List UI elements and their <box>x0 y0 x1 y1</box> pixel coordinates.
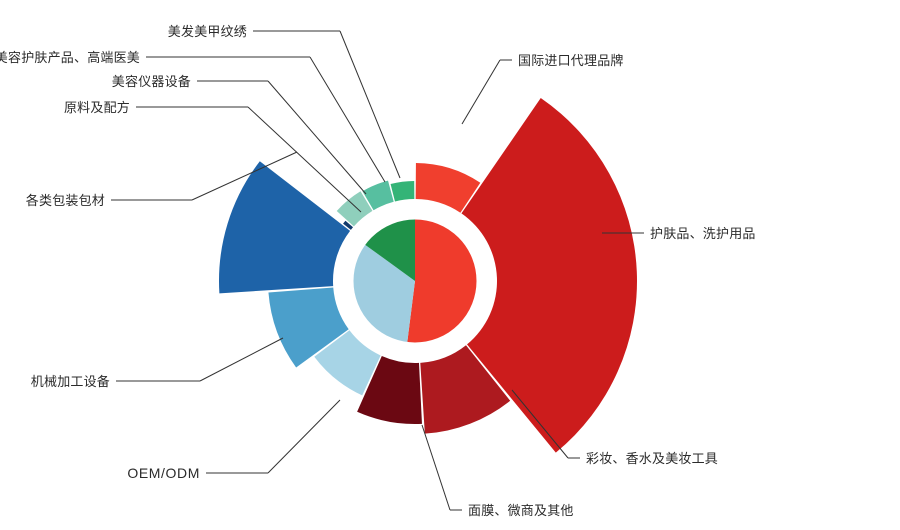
outer-ring-group <box>219 98 637 453</box>
outer-segment-machinery-processing-equipment[interactable] <box>268 287 349 368</box>
leader-line-beauty-instruments-equipment <box>267 80 367 195</box>
inner-ring-group <box>327 193 503 369</box>
label-international-import-agent-brands: 国际进口代理品牌 <box>518 53 624 68</box>
leader-line-packaging-materials <box>191 151 298 201</box>
outer-segment-raw-materials-formula[interactable] <box>343 220 354 230</box>
label-professional-beauty-skincare-high-end-medical: 专业美容护肤产品、高端医美 <box>0 50 140 65</box>
leader-line-professional-beauty-skincare-high-end-medical <box>309 56 386 183</box>
label-oem-odm: OEM/ODM <box>127 465 200 481</box>
leader-line-hair-nail-tattoo-embroidery <box>339 30 401 179</box>
label-skincare-wash-care: 护肤品、洗护用品 <box>650 226 756 241</box>
outer-segment-professional-beauty-skincare-high-end-medical[interactable] <box>362 180 394 211</box>
leader-line-group <box>111 30 644 511</box>
outer-segment-skincare-wash-care[interactable] <box>461 98 637 453</box>
leader-line-machinery-processing-equipment <box>199 337 284 382</box>
leader-line-raw-materials-formula <box>247 106 362 213</box>
label-raw-materials-formula: 原料及配方 <box>64 100 130 115</box>
leader-line-oem-odm <box>267 399 341 474</box>
outer-segment-packaging-materials[interactable] <box>219 161 351 294</box>
leader-line-facial-mask-wechat-business-others <box>421 424 451 511</box>
label-makeup-perfume-beauty-tools: 彩妆、香水及美妆工具 <box>586 451 718 466</box>
ring-separator <box>327 193 503 369</box>
outer-segment-international-import-agent-brands[interactable] <box>415 163 481 213</box>
outer-segment-hair-nail-tattoo-embroidery[interactable] <box>390 181 415 202</box>
inner-segment-red-core[interactable] <box>406 214 483 348</box>
label-packaging-materials: 各类包装包材 <box>26 193 105 208</box>
leader-line-international-import-agent-brands <box>461 59 501 125</box>
label-hair-nail-tattoo-embroidery: 美发美甲纹绣 <box>168 24 247 39</box>
outer-segment-oem-odm[interactable] <box>314 330 381 396</box>
label-beauty-instruments-equipment: 美容仪器设备 <box>112 74 191 89</box>
label-facial-mask-wechat-business-others: 面膜、微商及其他 <box>468 503 574 518</box>
outer-segment-beauty-instruments-equipment[interactable] <box>336 191 373 227</box>
label-machinery-processing-equipment: 机械加工设备 <box>31 374 110 389</box>
outer-segment-facial-mask-wechat-business-others[interactable] <box>357 355 422 424</box>
leader-line-makeup-perfume-beauty-tools <box>511 389 569 459</box>
outer-segment-makeup-perfume-beauty-tools[interactable] <box>420 345 511 434</box>
